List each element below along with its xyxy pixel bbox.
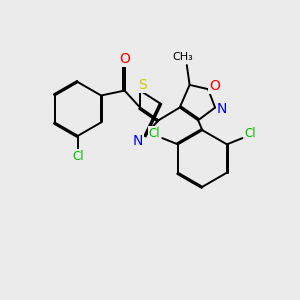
Text: Cl: Cl bbox=[244, 128, 256, 140]
Text: S: S bbox=[138, 78, 147, 92]
Text: O: O bbox=[119, 52, 130, 66]
Text: N: N bbox=[133, 134, 143, 148]
Text: Cl: Cl bbox=[148, 128, 160, 140]
Text: O: O bbox=[209, 79, 220, 93]
Text: CH₃: CH₃ bbox=[172, 52, 193, 62]
Text: Cl: Cl bbox=[72, 150, 84, 163]
Text: N: N bbox=[217, 102, 227, 116]
